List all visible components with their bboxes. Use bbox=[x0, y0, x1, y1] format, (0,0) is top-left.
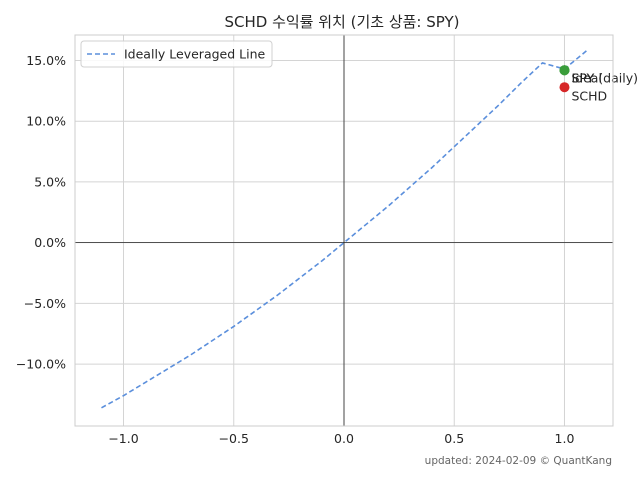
plot-frame bbox=[74, 34, 614, 427]
y-tick-label: 15.0% bbox=[26, 53, 66, 68]
legend-box bbox=[80, 40, 273, 68]
x-tick-label: 1.0 bbox=[555, 431, 575, 446]
data-point-schd bbox=[559, 82, 570, 93]
zero-axes bbox=[75, 35, 613, 426]
y-tick-label: 10.0% bbox=[26, 114, 66, 129]
x-tick-label: 0.0 bbox=[334, 431, 354, 446]
y-tick-label: 5.0% bbox=[34, 174, 66, 189]
legend-label: Ideally Leveraged Line bbox=[124, 47, 266, 62]
chart-title: SCHD 수익률 위치 (기초 상품: SPY) bbox=[224, 13, 459, 31]
legend: Ideally Leveraged Line bbox=[80, 40, 273, 68]
x-tick-label: −0.5 bbox=[219, 431, 249, 446]
point-label: Ideal bbox=[571, 71, 601, 86]
y-tick-label: 0.0% bbox=[34, 235, 66, 250]
data-point-spy-daily- bbox=[559, 65, 570, 76]
x-tick-label: 0.5 bbox=[444, 431, 464, 446]
tick-labels: −1.0 −0.5 0.0 0.5 1.0 −10.0% −5.0% 0.0% 5.0% 10.0… bbox=[16, 53, 575, 446]
point-label: SCHD bbox=[571, 89, 607, 104]
x-tick-label: −1.0 bbox=[108, 431, 138, 446]
y-tick-label: −10.0% bbox=[16, 357, 66, 372]
footer-updated: updated: 2024-02-09 © QuantKang bbox=[425, 455, 612, 467]
point-label: SPY bbox=[571, 71, 594, 86]
y-tick-label: −5.0% bbox=[24, 296, 66, 311]
point-label: SPY (daily) bbox=[571, 71, 638, 86]
